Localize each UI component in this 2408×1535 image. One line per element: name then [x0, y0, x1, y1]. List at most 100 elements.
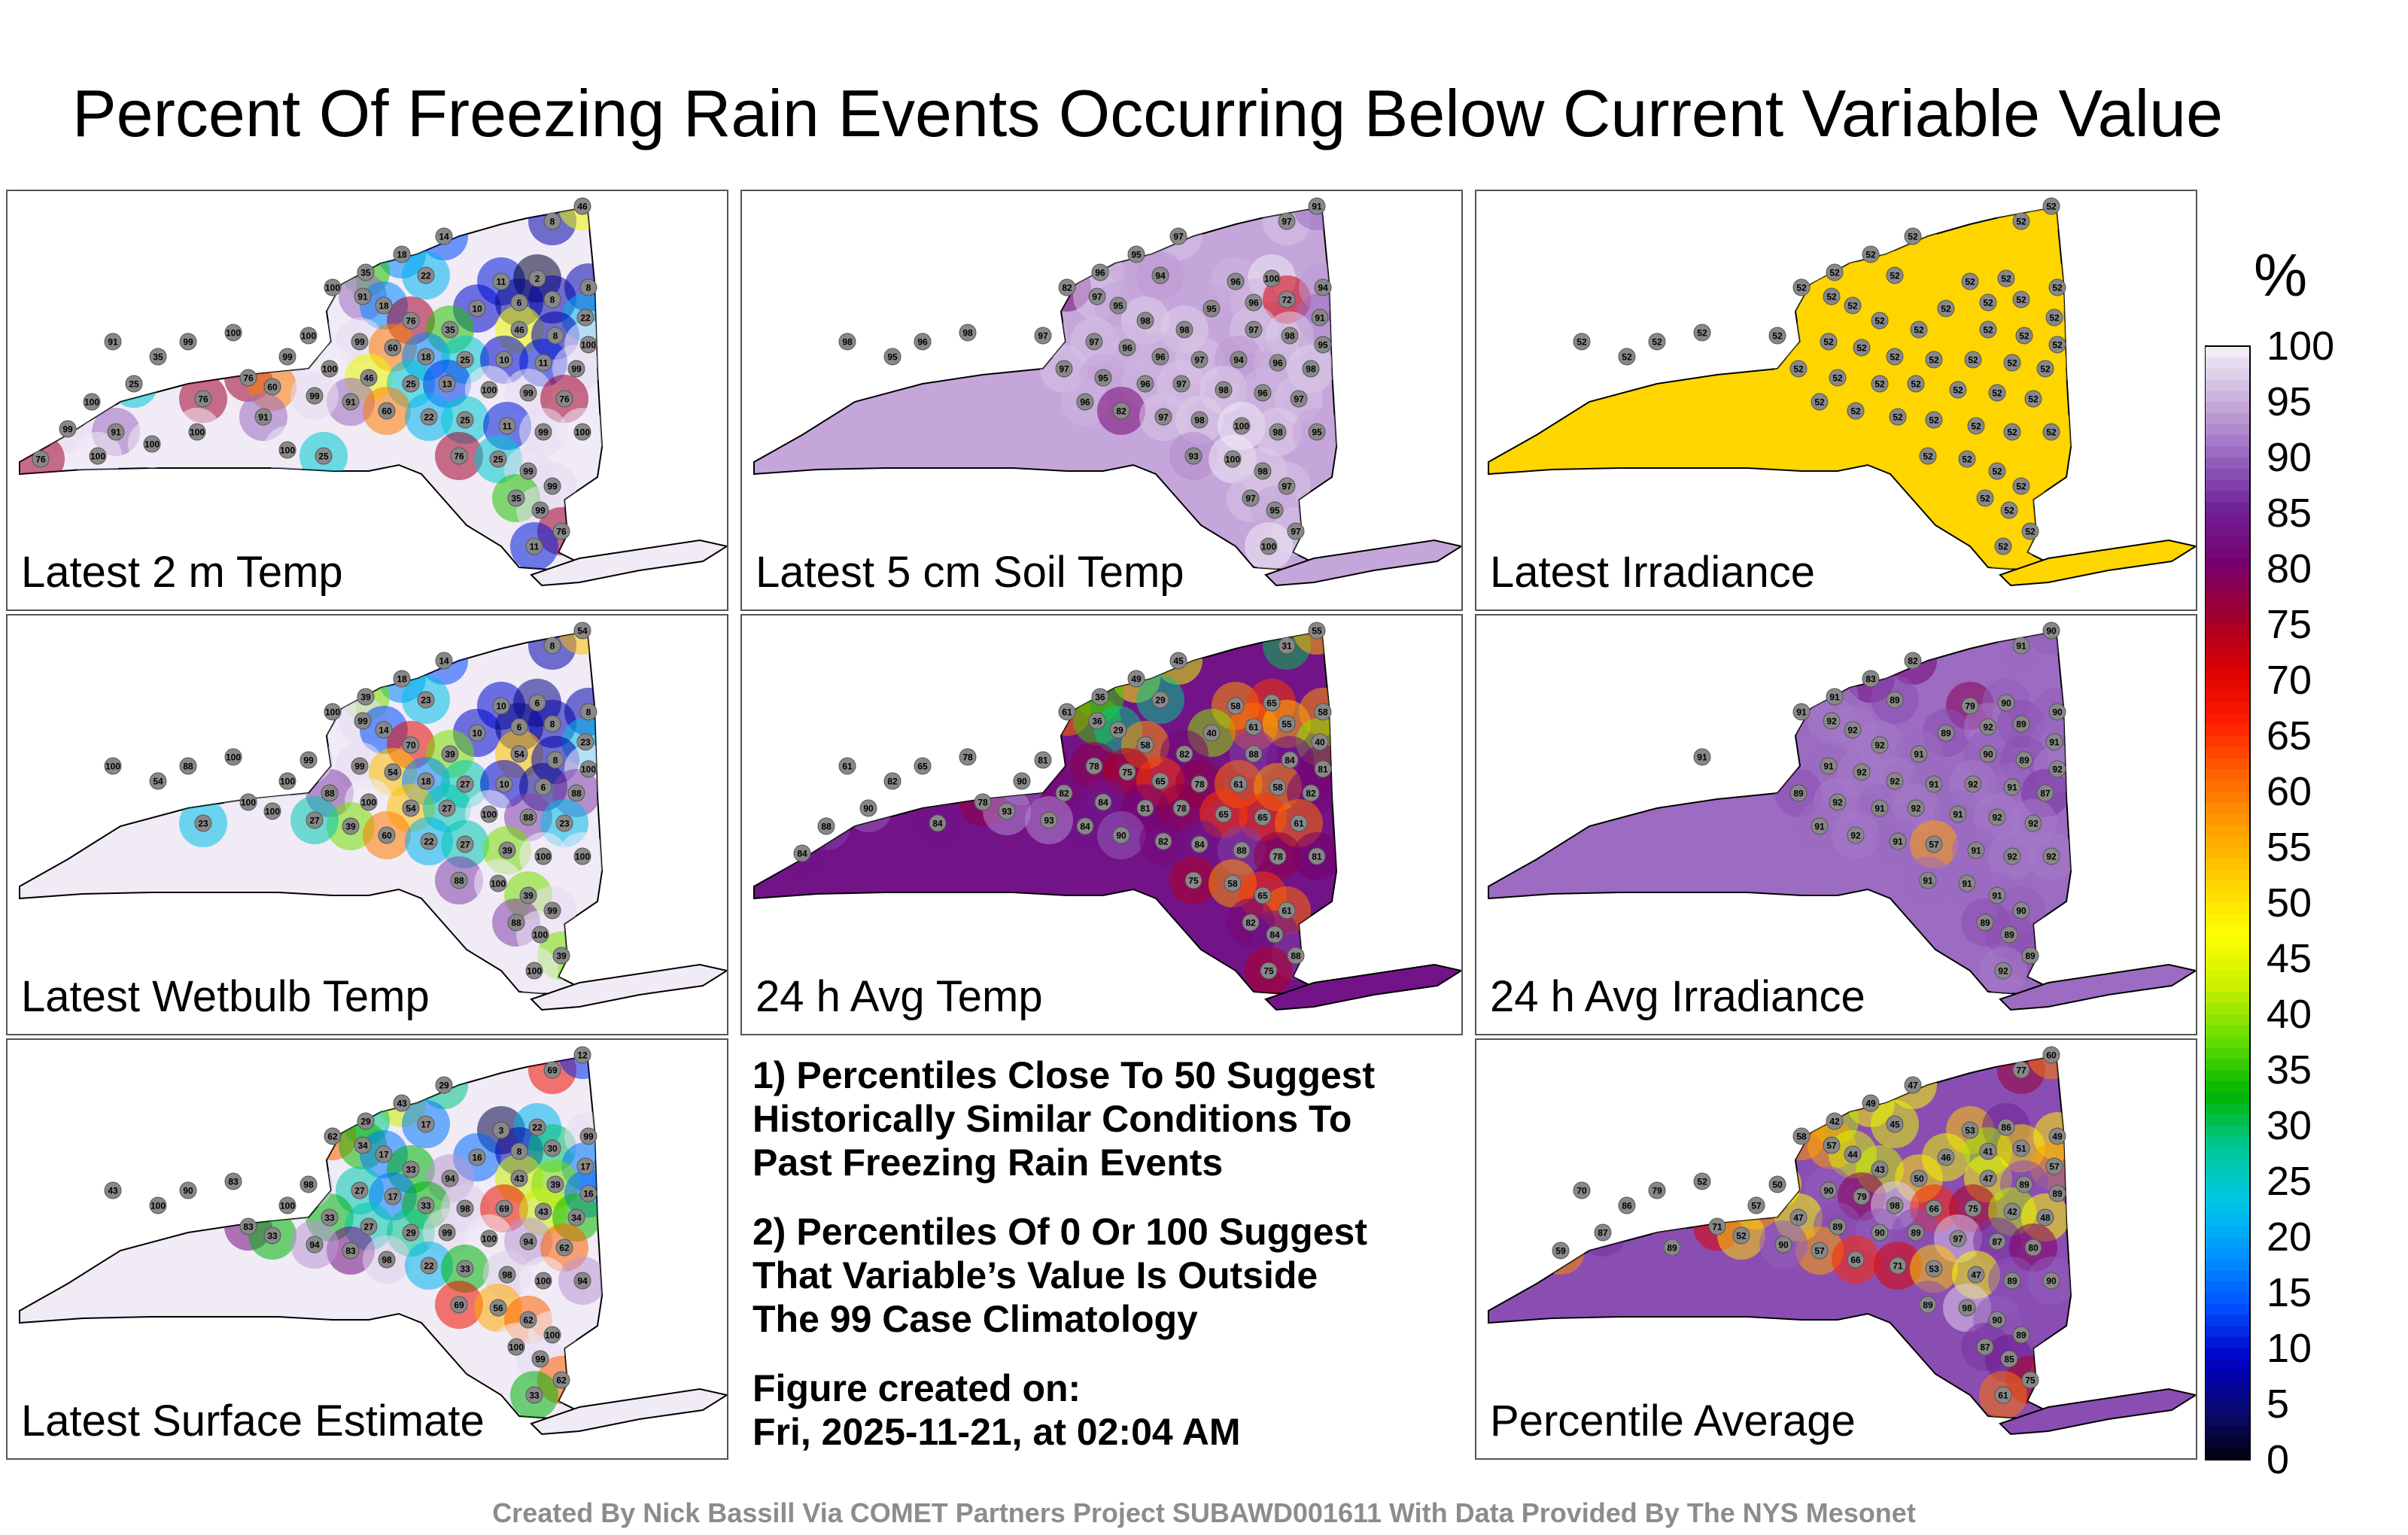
station-marker: 94	[306, 1236, 324, 1254]
station-value: 90	[1116, 830, 1126, 840]
station-marker: 92	[2048, 760, 2066, 778]
station-marker: 2	[528, 269, 546, 287]
station-marker: 95	[1094, 369, 1112, 387]
station-value: 54	[153, 776, 163, 786]
colorbar-segment	[2205, 435, 2250, 447]
station-marker: 45	[1169, 652, 1187, 670]
station-value: 96	[1257, 388, 1268, 398]
station-value: 100	[265, 806, 280, 816]
station-marker: 71	[1889, 1257, 1907, 1275]
station-marker: 81	[1034, 751, 1052, 769]
station-marker: 91	[1826, 688, 1844, 706]
station-value: 61	[842, 761, 853, 771]
note-2a: 2) Percentiles Of 0 Or 100 Suggest	[752, 1211, 1367, 1253]
station-value: 52	[1968, 354, 1978, 365]
map-svg: 82 91 90 83 91 89 79 90 91 92 89 92 89 90 91 92 92 91 90 89…	[1488, 622, 2196, 1011]
station-marker: 83	[239, 1217, 257, 1236]
station-value: 60	[2046, 1050, 2057, 1060]
station-value: 50	[1772, 1179, 1783, 1190]
station-value: 66	[1929, 1203, 1939, 1214]
colorbar-segment	[2205, 1170, 2250, 1182]
note-2b: That Variable’s Value Is Outside	[752, 1254, 1318, 1296]
station-value: 88	[523, 812, 534, 822]
station-value: 57	[2049, 1161, 2060, 1172]
colorbar-segment	[2205, 813, 2250, 825]
colorbar-segment	[2205, 1303, 2250, 1316]
station-marker: 100	[543, 1326, 561, 1344]
station-marker: 89	[1937, 724, 1955, 742]
station-value: 65	[1218, 809, 1229, 819]
station-marker: 92	[1994, 962, 2012, 980]
station-marker: 52	[1988, 384, 2006, 402]
station-value: 65	[1257, 890, 1268, 901]
station-value: 52	[1914, 324, 1924, 335]
colorbar-segment	[2205, 1293, 2250, 1305]
station-value: 50	[1914, 1173, 1924, 1184]
note-1c: Past Freezing Rain Events	[752, 1141, 1224, 1184]
station-marker: 100	[579, 760, 597, 778]
colorbar-tick-label: 95	[2267, 379, 2312, 424]
station-marker: 96	[1118, 339, 1136, 357]
station-value: 96	[1248, 297, 1259, 308]
station-marker: 89	[2048, 1184, 2066, 1202]
colorbar-segment	[2205, 446, 2250, 458]
station-marker: 52	[1994, 537, 2012, 555]
station-value: 46	[514, 324, 524, 335]
colorbar-segment	[2205, 1382, 2250, 1394]
station-marker: 29	[402, 1223, 420, 1242]
station-value: 52	[1796, 282, 1807, 293]
station-value: 82	[1908, 655, 1918, 666]
station-marker: 16	[579, 1184, 597, 1202]
station-marker: 100	[1263, 269, 1281, 287]
colorbar-segment	[2205, 1448, 2250, 1461]
station-marker: 13	[438, 375, 456, 393]
colorbar-segment	[2205, 792, 2250, 804]
colorbar-segment	[2205, 736, 2250, 748]
station-marker: 90	[2012, 901, 2030, 919]
colorbar-segment	[2205, 691, 2250, 704]
station-marker: 97	[1154, 408, 1172, 426]
station-value: 42	[2007, 1206, 2017, 1217]
station-marker: 52	[2048, 278, 2066, 296]
station-marker: 53	[1925, 1260, 1943, 1278]
station-value: 60	[388, 342, 398, 353]
station-marker: 100	[83, 393, 101, 411]
station-value: 29	[1113, 725, 1123, 735]
station-marker: 34	[354, 1136, 372, 1154]
station-value: 65	[1266, 698, 1277, 708]
station-marker: 92	[1844, 721, 1862, 739]
station-marker: 100	[480, 1230, 498, 1248]
station-marker: 66	[1925, 1199, 1943, 1217]
station-marker: 65	[914, 757, 932, 775]
station-value: 99	[303, 755, 314, 765]
colorbar-segment	[2205, 1248, 2250, 1260]
colorbar-segment	[2205, 1036, 2250, 1048]
station-marker: 18	[393, 670, 411, 688]
station-value: 99	[357, 716, 368, 726]
station-value: 8	[550, 719, 555, 729]
station-marker: 58	[1792, 1127, 1811, 1145]
station-value: 39	[445, 749, 455, 759]
station-value: 44	[1847, 1149, 1858, 1160]
station-value: 100	[1261, 541, 1276, 552]
figure-title: Percent Of Freezing Rain Events Occurrin…	[71, 76, 2224, 150]
station-marker: 10	[495, 351, 513, 369]
station-value: 94	[523, 1236, 534, 1247]
station-value: 89	[2004, 929, 2014, 940]
station-marker: 46	[510, 321, 528, 339]
colorbar-tick-label: 10	[2267, 1326, 2312, 1371]
colorbar-segment	[2205, 468, 2250, 481]
colorbar-tick-label: 80	[2267, 546, 2312, 591]
station-marker: 82	[1112, 402, 1130, 420]
station-marker: 62	[519, 1311, 537, 1329]
station-marker: 91	[1693, 748, 1711, 766]
station-value: 82	[1245, 917, 1256, 928]
station-marker: 8	[543, 212, 561, 230]
station-value: 91	[345, 397, 356, 407]
station-marker: 98	[959, 324, 977, 342]
station-marker: 25	[125, 375, 143, 393]
station-marker: 52	[1847, 402, 1865, 420]
station-value: 98	[1890, 1200, 1900, 1211]
station-value: 99	[309, 391, 320, 401]
station-value: 46	[1941, 1152, 1951, 1163]
